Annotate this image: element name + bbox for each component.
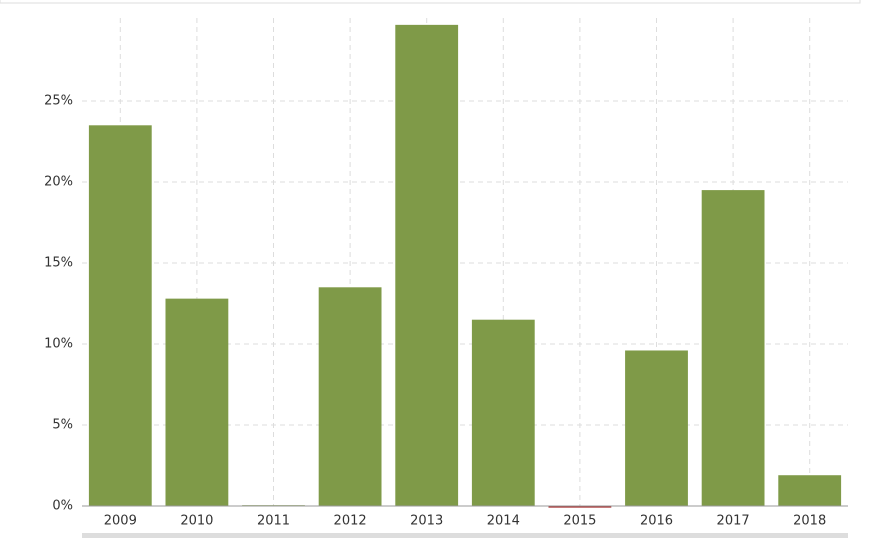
x-tick-label: 2014 <box>487 514 520 529</box>
bar <box>778 475 842 506</box>
bar <box>471 319 535 506</box>
bar <box>625 350 688 506</box>
bar <box>318 287 382 506</box>
x-tick-label: 2011 <box>257 514 290 529</box>
x-tick-label: 2009 <box>104 514 137 529</box>
y-tick-label: 15% <box>44 256 73 271</box>
y-tick-label: 25% <box>44 94 73 109</box>
x-tick-label: 2015 <box>563 514 596 529</box>
frame-top <box>0 0 861 4</box>
scrollbar <box>82 533 848 538</box>
x-tick-label: 2018 <box>793 514 826 529</box>
x-tick-label: 2010 <box>180 514 213 529</box>
bar <box>701 190 765 506</box>
x-tick-label: 2013 <box>410 514 443 529</box>
bar <box>548 506 612 508</box>
y-tick-label: 0% <box>52 499 73 514</box>
x-tick-label: 2016 <box>640 514 673 529</box>
x-tick-label: 2012 <box>334 514 367 529</box>
y-tick-label: 10% <box>44 337 73 352</box>
bar <box>88 125 152 507</box>
bar <box>395 24 459 507</box>
y-tick-label: 20% <box>44 175 73 190</box>
x-tick-label: 2017 <box>717 514 750 529</box>
bar <box>165 298 229 506</box>
y-tick-label: 5% <box>52 418 73 433</box>
